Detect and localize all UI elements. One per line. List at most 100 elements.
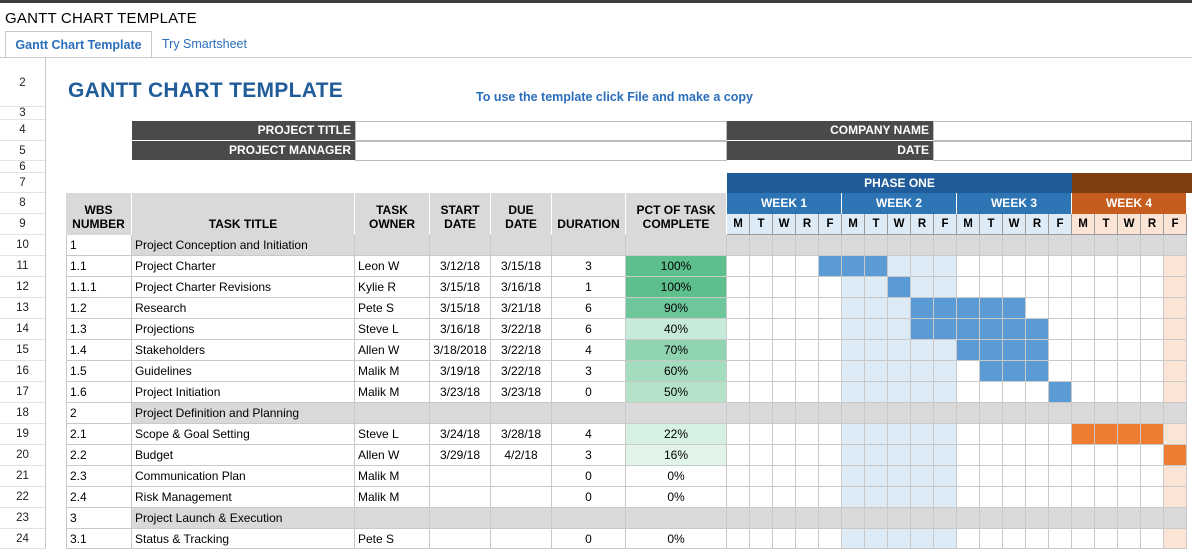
pct-complete-cell[interactable] — [626, 235, 727, 256]
gantt-cell[interactable] — [865, 487, 888, 508]
gantt-cell[interactable] — [750, 298, 773, 319]
task-title-cell[interactable]: Project Launch & Execution — [132, 508, 355, 529]
gantt-cell[interactable] — [1072, 445, 1095, 466]
task-title-cell[interactable]: Project Definition and Planning — [132, 403, 355, 424]
task-title-cell[interactable]: Project Conception and Initiation — [132, 235, 355, 256]
gantt-cell[interactable] — [1164, 319, 1187, 340]
gantt-cell[interactable] — [911, 361, 934, 382]
due-date-cell[interactable]: 3/23/18 — [491, 382, 552, 403]
gantt-cell[interactable] — [842, 298, 865, 319]
row-number[interactable]: 10 — [0, 235, 45, 256]
wbs-cell[interactable]: 1 — [66, 235, 132, 256]
gantt-cell[interactable] — [1141, 277, 1164, 298]
gantt-cell[interactable] — [980, 403, 1003, 424]
gantt-bar-cell[interactable] — [1095, 424, 1118, 445]
gantt-cell[interactable] — [727, 277, 750, 298]
gantt-cell[interactable] — [934, 277, 957, 298]
gantt-bar-cell[interactable] — [957, 298, 980, 319]
gantt-cell[interactable] — [842, 382, 865, 403]
gantt-cell[interactable] — [888, 298, 911, 319]
gantt-cell[interactable] — [727, 382, 750, 403]
gantt-cell[interactable] — [1049, 424, 1072, 445]
gantt-bar-cell[interactable] — [842, 256, 865, 277]
gantt-cell[interactable] — [819, 319, 842, 340]
task-owner-cell[interactable]: Steve L — [355, 424, 430, 445]
gantt-cell[interactable] — [727, 235, 750, 256]
gantt-cell[interactable] — [750, 403, 773, 424]
gantt-cell[interactable] — [1026, 529, 1049, 549]
gantt-cell[interactable] — [1072, 256, 1095, 277]
gantt-cell[interactable] — [1026, 508, 1049, 529]
gantt-cell[interactable] — [750, 529, 773, 549]
duration-cell[interactable]: 6 — [552, 298, 626, 319]
due-date-cell[interactable] — [491, 235, 552, 256]
gantt-cell[interactable] — [842, 529, 865, 549]
gantt-cell[interactable] — [727, 424, 750, 445]
gantt-cell[interactable] — [727, 298, 750, 319]
gantt-cell[interactable] — [1141, 256, 1164, 277]
gantt-cell[interactable] — [957, 466, 980, 487]
gantt-cell[interactable] — [1049, 256, 1072, 277]
gantt-cell[interactable] — [1118, 445, 1141, 466]
gantt-cell[interactable] — [934, 361, 957, 382]
gantt-cell[interactable] — [773, 361, 796, 382]
task-title-cell[interactable]: Stakeholders — [132, 340, 355, 361]
duration-cell[interactable]: 3 — [552, 445, 626, 466]
gantt-cell[interactable] — [1164, 256, 1187, 277]
row-number[interactable]: 8 — [0, 193, 45, 214]
gantt-cell[interactable] — [865, 403, 888, 424]
gantt-cell[interactable] — [911, 382, 934, 403]
gantt-cell[interactable] — [842, 403, 865, 424]
start-date-cell[interactable]: 3/12/18 — [430, 256, 491, 277]
task-owner-cell[interactable]: Steve L — [355, 319, 430, 340]
gantt-cell[interactable] — [1095, 487, 1118, 508]
pct-complete-cell[interactable]: 22% — [626, 424, 727, 445]
pct-complete-cell[interactable]: 100% — [626, 256, 727, 277]
wbs-cell[interactable]: 3 — [66, 508, 132, 529]
gantt-cell[interactable] — [934, 508, 957, 529]
gantt-bar-cell[interactable] — [1003, 298, 1026, 319]
gantt-cell[interactable] — [1164, 508, 1187, 529]
gantt-cell[interactable] — [750, 445, 773, 466]
gantt-cell[interactable] — [842, 319, 865, 340]
gantt-cell[interactable] — [819, 382, 842, 403]
gantt-cell[interactable] — [980, 466, 1003, 487]
gantt-cell[interactable] — [1049, 235, 1072, 256]
gantt-bar-cell[interactable] — [888, 277, 911, 298]
gantt-cell[interactable] — [1026, 382, 1049, 403]
gantt-cell[interactable] — [819, 529, 842, 549]
gantt-bar-cell[interactable] — [934, 319, 957, 340]
gantt-cell[interactable] — [727, 529, 750, 549]
gantt-bar-cell[interactable] — [819, 256, 842, 277]
gantt-cell[interactable] — [1095, 235, 1118, 256]
gantt-cell[interactable] — [888, 424, 911, 445]
row-number[interactable]: 22 — [0, 487, 45, 508]
gantt-cell[interactable] — [750, 508, 773, 529]
gantt-cell[interactable] — [1118, 277, 1141, 298]
row-number[interactable]: 3 — [0, 107, 45, 120]
task-owner-cell[interactable]: Malik M — [355, 466, 430, 487]
duration-cell[interactable]: 3 — [552, 256, 626, 277]
due-date-cell[interactable]: 3/28/18 — [491, 424, 552, 445]
gantt-cell[interactable] — [957, 445, 980, 466]
wbs-cell[interactable]: 1.4 — [66, 340, 132, 361]
gantt-cell[interactable] — [1003, 403, 1026, 424]
gantt-cell[interactable] — [1072, 319, 1095, 340]
gantt-cell[interactable] — [1095, 403, 1118, 424]
gantt-cell[interactable] — [773, 298, 796, 319]
gantt-cell[interactable] — [911, 508, 934, 529]
gantt-cell[interactable] — [865, 382, 888, 403]
gantt-cell[interactable] — [1049, 445, 1072, 466]
gantt-cell[interactable] — [1118, 340, 1141, 361]
gantt-cell[interactable] — [1026, 277, 1049, 298]
gantt-cell[interactable] — [773, 487, 796, 508]
gantt-cell[interactable] — [819, 361, 842, 382]
wbs-cell[interactable]: 1.5 — [66, 361, 132, 382]
duration-cell[interactable]: 4 — [552, 340, 626, 361]
gantt-bar-cell[interactable] — [1072, 424, 1095, 445]
gantt-bar-cell[interactable] — [911, 298, 934, 319]
gantt-cell[interactable] — [911, 277, 934, 298]
gantt-cell[interactable] — [773, 529, 796, 549]
gantt-cell[interactable] — [1118, 235, 1141, 256]
company-name-field[interactable] — [933, 121, 1192, 141]
